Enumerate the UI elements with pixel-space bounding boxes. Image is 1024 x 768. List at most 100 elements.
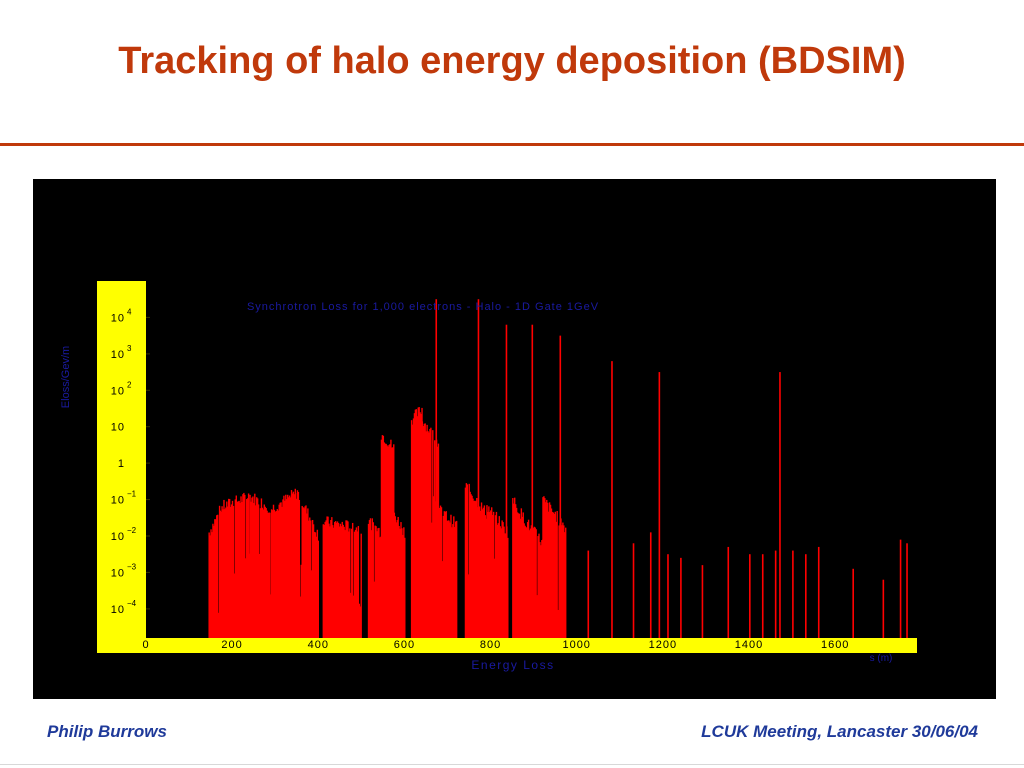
bar bbox=[426, 424, 428, 638]
bar bbox=[266, 510, 268, 638]
bar bbox=[224, 509, 226, 638]
bar bbox=[527, 519, 530, 638]
bar-peak bbox=[435, 299, 438, 638]
bar bbox=[254, 493, 256, 638]
bar bbox=[504, 533, 506, 638]
bar bbox=[316, 529, 319, 638]
bar bbox=[544, 498, 546, 638]
bar bbox=[339, 523, 342, 638]
bar bbox=[556, 511, 558, 638]
bar bbox=[487, 511, 489, 638]
bar bbox=[346, 520, 348, 638]
bar bbox=[373, 581, 375, 638]
bar bbox=[444, 511, 446, 638]
bar bbox=[274, 511, 277, 638]
bar bbox=[379, 537, 381, 638]
x-tick-label: 1000 bbox=[562, 639, 590, 651]
bar bbox=[565, 527, 567, 638]
bar bbox=[341, 521, 343, 638]
bar bbox=[261, 507, 264, 638]
bar bbox=[422, 426, 425, 638]
bar bbox=[284, 500, 286, 638]
bar bbox=[324, 521, 326, 638]
bar bbox=[410, 420, 413, 638]
bar bbox=[521, 516, 523, 638]
bar bbox=[287, 494, 289, 638]
bar bbox=[342, 524, 344, 638]
y-tick-exponent: −2 bbox=[127, 526, 137, 535]
bar bbox=[240, 496, 242, 638]
bar bbox=[282, 499, 284, 638]
bar bbox=[315, 536, 318, 638]
y-tick-label: 10 bbox=[111, 312, 125, 324]
bar bbox=[304, 506, 306, 638]
bar bbox=[431, 522, 433, 638]
bar bbox=[336, 521, 339, 638]
bar bbox=[385, 443, 387, 638]
bar bbox=[338, 526, 341, 638]
bar bbox=[299, 596, 301, 638]
bar bbox=[532, 528, 535, 638]
bar bbox=[235, 495, 237, 638]
bar bbox=[242, 494, 244, 638]
bar bbox=[234, 499, 237, 638]
bar bbox=[245, 558, 247, 638]
bar-peak bbox=[761, 554, 764, 638]
bar bbox=[439, 505, 442, 638]
bar bbox=[252, 496, 254, 638]
bar bbox=[467, 574, 469, 638]
bar bbox=[275, 510, 278, 638]
bar bbox=[381, 435, 384, 638]
bar-peak bbox=[899, 539, 902, 638]
bar bbox=[451, 527, 453, 638]
bar bbox=[425, 431, 427, 638]
bar bbox=[533, 526, 535, 638]
y-tick-label: 10 bbox=[111, 422, 125, 434]
bar-peak bbox=[611, 361, 613, 638]
bar bbox=[308, 520, 310, 638]
bar bbox=[229, 506, 232, 638]
bar bbox=[446, 521, 448, 638]
bar bbox=[387, 446, 389, 638]
bar bbox=[237, 501, 239, 638]
bar bbox=[223, 499, 225, 638]
bar bbox=[436, 446, 439, 638]
bar bbox=[228, 498, 230, 638]
bar-peak bbox=[727, 546, 730, 638]
bar bbox=[325, 520, 327, 638]
bar bbox=[222, 509, 224, 638]
bar bbox=[212, 523, 214, 638]
bar bbox=[343, 526, 345, 638]
bar bbox=[535, 529, 537, 638]
bar bbox=[442, 515, 445, 638]
bar bbox=[413, 413, 416, 638]
bar bbox=[512, 498, 514, 638]
bar bbox=[480, 502, 483, 638]
bar bbox=[428, 432, 430, 638]
bar bbox=[553, 513, 556, 638]
bar bbox=[218, 505, 221, 638]
bar bbox=[514, 497, 516, 638]
bar-peak bbox=[701, 565, 704, 638]
bar bbox=[397, 516, 399, 638]
bar bbox=[403, 527, 405, 638]
bar bbox=[515, 507, 518, 638]
bar bbox=[395, 522, 397, 638]
bar bbox=[538, 533, 540, 638]
footer-divider bbox=[0, 764, 1024, 765]
bar bbox=[221, 506, 223, 638]
bar bbox=[493, 558, 496, 638]
bar bbox=[347, 521, 349, 638]
x-tick-label: 1400 bbox=[735, 639, 763, 651]
bar-peak bbox=[559, 335, 562, 638]
bar bbox=[286, 499, 288, 638]
bar bbox=[219, 510, 222, 638]
bar bbox=[401, 528, 403, 638]
bar bbox=[216, 514, 219, 638]
bar bbox=[368, 520, 371, 638]
bar bbox=[517, 513, 520, 638]
bar bbox=[400, 522, 402, 638]
bar bbox=[447, 520, 449, 638]
bar bbox=[472, 498, 474, 638]
bar bbox=[529, 528, 532, 638]
